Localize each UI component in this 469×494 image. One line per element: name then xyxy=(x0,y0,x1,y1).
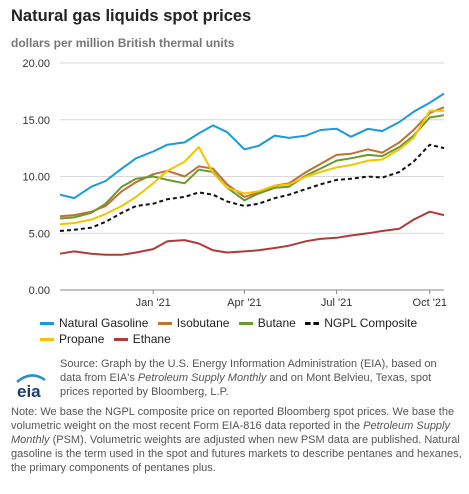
chart-subtitle: dollars per million British thermal unit… xyxy=(11,36,235,50)
note-publication: Petroleum Supply Monthly xyxy=(11,420,450,446)
legend-row-2: Propane Ethane xyxy=(40,331,465,347)
legend-label: Ethane xyxy=(132,332,171,347)
y-axis-ticks: 0.00 5.00 10.00 15.00 20.00 xyxy=(22,58,50,297)
y-tick-label: 20.00 xyxy=(22,58,50,70)
y-tick-label: 10.00 xyxy=(22,172,50,184)
legend-item-butane: Butane xyxy=(238,315,296,331)
legend-item-isobutane: Isobutane xyxy=(157,315,230,331)
eia-logo-text: eia xyxy=(17,382,41,400)
legend-label: Propane xyxy=(59,332,105,347)
chart-title: Natural gas liquids spot prices xyxy=(11,7,252,25)
x-tick-label: Oct '21 xyxy=(413,297,448,309)
series-line-propane xyxy=(59,109,444,226)
legend-swatch xyxy=(113,337,128,341)
legend-swatch xyxy=(40,321,54,325)
footnote: Note: We base the NGPL composite price o… xyxy=(11,405,463,475)
x-tick-label: Jan '21 xyxy=(136,297,171,309)
legend-item-ethane: Ethane xyxy=(113,331,171,347)
y-tick-label: 0.00 xyxy=(29,285,50,297)
legend-item-propane: Propane xyxy=(40,331,104,346)
note-text-end: (PSM). Volumetric weights are adjusted w… xyxy=(11,434,462,474)
source-publication: Petroleum Supply Monthly xyxy=(137,372,267,384)
legend: Natural Gasoline Isobutane Butane NGPL C… xyxy=(40,315,465,347)
legend-row-1: Natural Gasoline Isobutane Butane NGPL C… xyxy=(40,315,465,331)
legend-swatch xyxy=(238,321,253,325)
legend-label: Butane xyxy=(257,316,296,331)
series-line-ethane xyxy=(59,210,445,256)
series-line-butane xyxy=(59,114,445,220)
legend-item-natural-gasoline: Natural Gasoline xyxy=(40,315,148,330)
y-tick-label: 15.00 xyxy=(22,115,50,127)
x-tick-label: Jul '21 xyxy=(321,297,352,309)
eia-logo: eia xyxy=(16,374,46,400)
source-text: Source: Graph by the U.S. Energy Informa… xyxy=(60,358,437,384)
legend-label: Isobutane xyxy=(176,316,230,331)
series-line-natural-gasoline xyxy=(59,92,445,200)
source-note: Source: Graph by the U.S. Energy Informa… xyxy=(60,357,460,399)
legend-swatch xyxy=(157,321,172,325)
line-chart: 0.00 5.00 10.00 15.00 20.00 Jan '21 Apr '21 Ju… xyxy=(22,58,447,309)
series-line-isobutane xyxy=(59,106,445,218)
series-lines xyxy=(59,92,445,256)
grid-lines xyxy=(60,62,444,291)
legend-item-ngpl-composite: NGPL Composite xyxy=(305,315,417,330)
legend-label: Natural Gasoline xyxy=(59,316,149,331)
legend-swatch xyxy=(305,321,320,325)
legend-swatch xyxy=(40,337,54,341)
x-tick-label: Apr '21 xyxy=(227,297,262,309)
source-text-end: and on Mont Belvieu, Texas, spot prices … xyxy=(60,372,432,398)
y-tick-label: 5.00 xyxy=(29,228,50,240)
x-axis-ticks: Jan '21 Apr '21 Jul '21 Oct '21 xyxy=(136,290,447,309)
legend-label: NGPL Composite xyxy=(324,316,418,331)
eia-logo-arc xyxy=(16,374,46,383)
note-text: Note: We base the NGPL composite price o… xyxy=(11,406,455,432)
